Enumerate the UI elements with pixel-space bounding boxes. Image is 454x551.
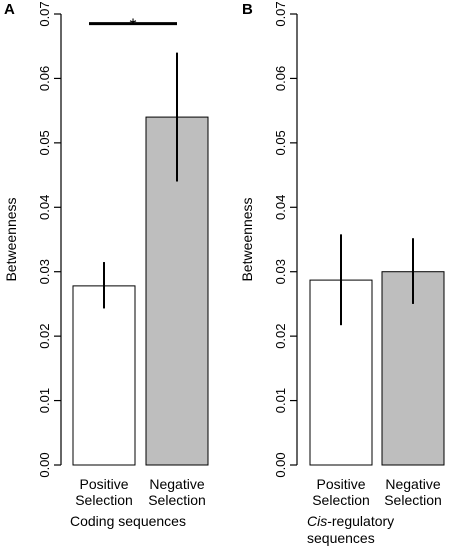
panel-b: B 0.00 0.01 0.02 0.03 0.04 0.05 0.06 0.07 Between… bbox=[239, 1, 445, 546]
y-tick-label: 0.05 bbox=[273, 130, 288, 155]
y-tick-label: 0.04 bbox=[37, 195, 52, 220]
panel-a: A 0.00 0.01 0.02 0.03 0.04 0.05 0.06 0.07 Between… bbox=[3, 1, 209, 529]
y-tick-label: 0.07 bbox=[37, 1, 52, 26]
group-label: Coding sequences bbox=[70, 513, 186, 529]
category-label: Positive Selection bbox=[75, 476, 133, 508]
y-axis-title: Betweenness bbox=[239, 197, 255, 281]
y-tick-label: 0.03 bbox=[273, 259, 288, 284]
y-tick-label: 0.00 bbox=[37, 452, 52, 477]
y-tick-label: 0.04 bbox=[273, 195, 288, 220]
y-tick-label: 0.02 bbox=[273, 323, 288, 348]
y-axis-title: Betweenness bbox=[3, 197, 19, 281]
panel-letter: B bbox=[242, 1, 253, 18]
group-label: Cis-regulatory bbox=[307, 513, 394, 529]
y-tick-label: 0.01 bbox=[37, 388, 52, 413]
panel-letter: A bbox=[4, 1, 15, 18]
y-tick-label: 0.01 bbox=[273, 388, 288, 413]
bar bbox=[381, 271, 445, 466]
group-label: sequences bbox=[307, 530, 375, 546]
y-tick-label: 0.03 bbox=[37, 259, 52, 284]
significance-star: * bbox=[129, 16, 136, 36]
y-tick-label: 0.00 bbox=[273, 452, 288, 477]
category-label: Negative Selection bbox=[148, 476, 206, 508]
y-tick-label: 0.02 bbox=[37, 323, 52, 348]
y-tick-label: 0.05 bbox=[37, 130, 52, 155]
category-label: Negative Selection bbox=[384, 476, 442, 508]
y-tick-label: 0.06 bbox=[37, 66, 52, 91]
y-tick-label: 0.06 bbox=[273, 66, 288, 91]
category-label: Positive Selection bbox=[312, 476, 370, 508]
bar bbox=[72, 285, 136, 466]
y-tick-label: 0.07 bbox=[273, 1, 288, 26]
